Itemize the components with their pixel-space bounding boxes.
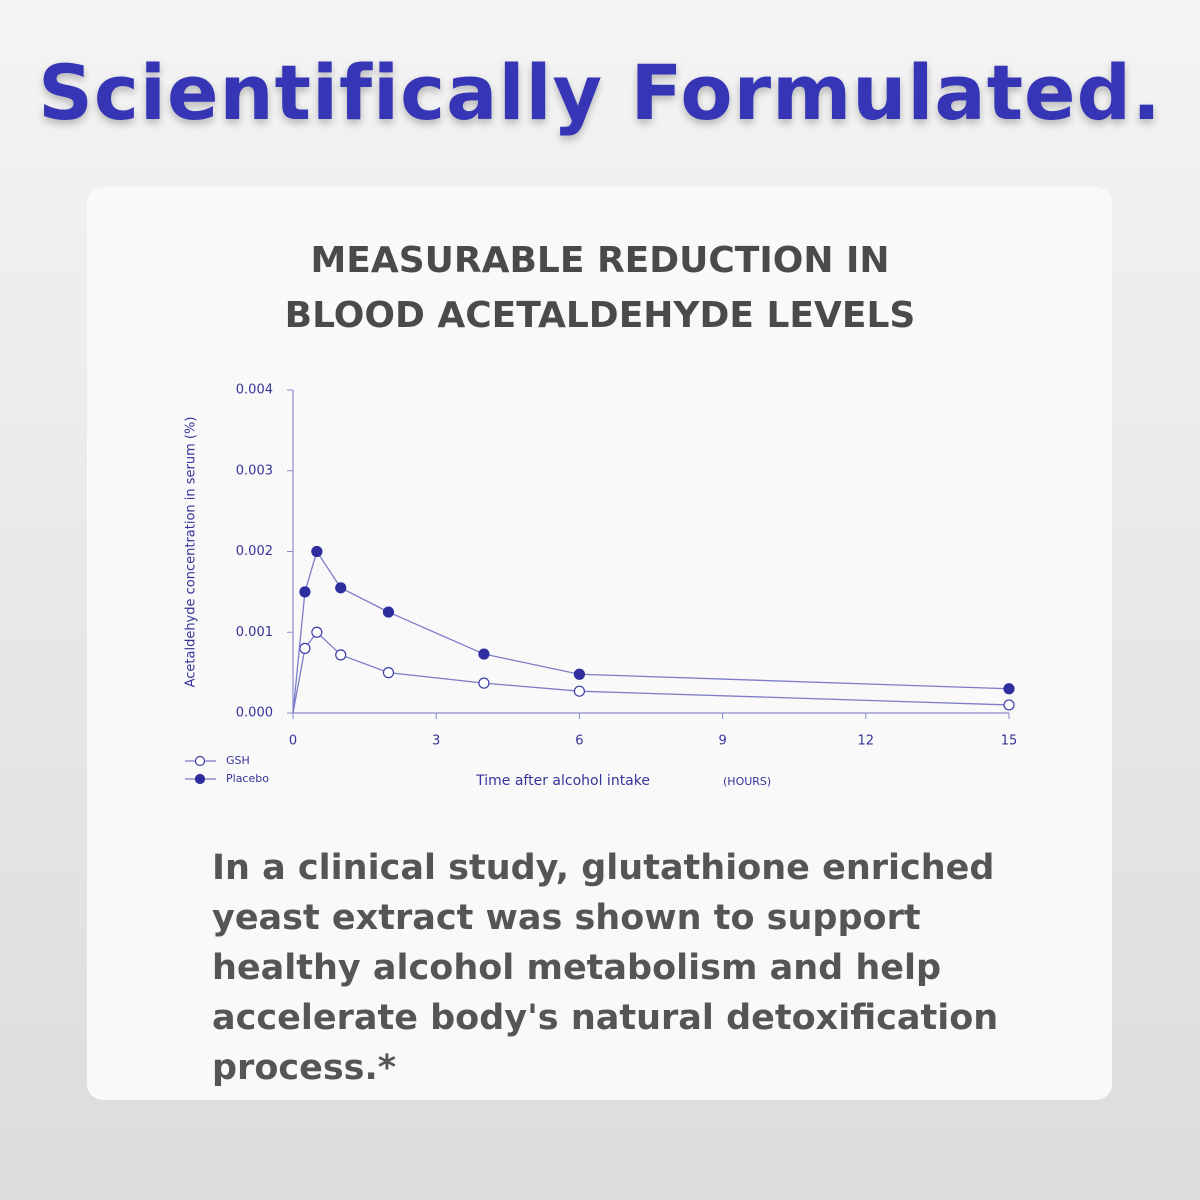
card [87,187,1112,1100]
chart-title: MEASURABLE REDUCTION IN [310,240,889,281]
series-line [292,549,1010,714]
series-line [292,631,1010,714]
y-tick-label: 0.001 [236,625,273,640]
x-tick-label: 9 [718,734,726,749]
y-tick-label: 0.003 [236,463,273,478]
y-tick-label: 0.002 [236,544,273,559]
x-tick-label: 0 [289,734,297,749]
data-point [335,649,347,661]
data-point [299,586,311,598]
body-text: In a clinical study, glutathione enriche… [212,848,999,1088]
x-tick-label: 3 [432,734,440,749]
data-point [382,667,395,679]
x-axis-label: Time after alcohol intake [475,773,650,789]
headline: Scientifically Formulated. [38,48,1162,137]
data-point [299,642,311,655]
legend-marker [194,755,206,767]
data-point [1003,683,1015,695]
data-point [573,685,586,697]
y-tick-label: 0.000 [236,706,273,721]
legend-marker [194,773,206,785]
data-point [478,677,490,689]
x-tick-label: 12 [858,734,875,749]
legend-label: GSH [226,754,250,767]
y-tick-label: 0.004 [236,383,273,398]
data-point [311,626,323,638]
y-axis-label: Acetaldehyde concentration in serum (%) [184,417,199,688]
x-axis-unit: (HOURS) [723,775,771,788]
data-point [478,648,490,660]
chart-title: BLOOD ACETALDEHYDE LEVELS [285,295,916,336]
data-point [311,545,323,558]
data-point [335,582,347,594]
x-tick-label: 6 [575,734,583,749]
data-point [573,668,586,680]
legend-label: Placebo [226,772,269,785]
data-point [1003,699,1015,711]
x-tick-label: 15 [1001,734,1018,749]
data-point [382,606,395,618]
